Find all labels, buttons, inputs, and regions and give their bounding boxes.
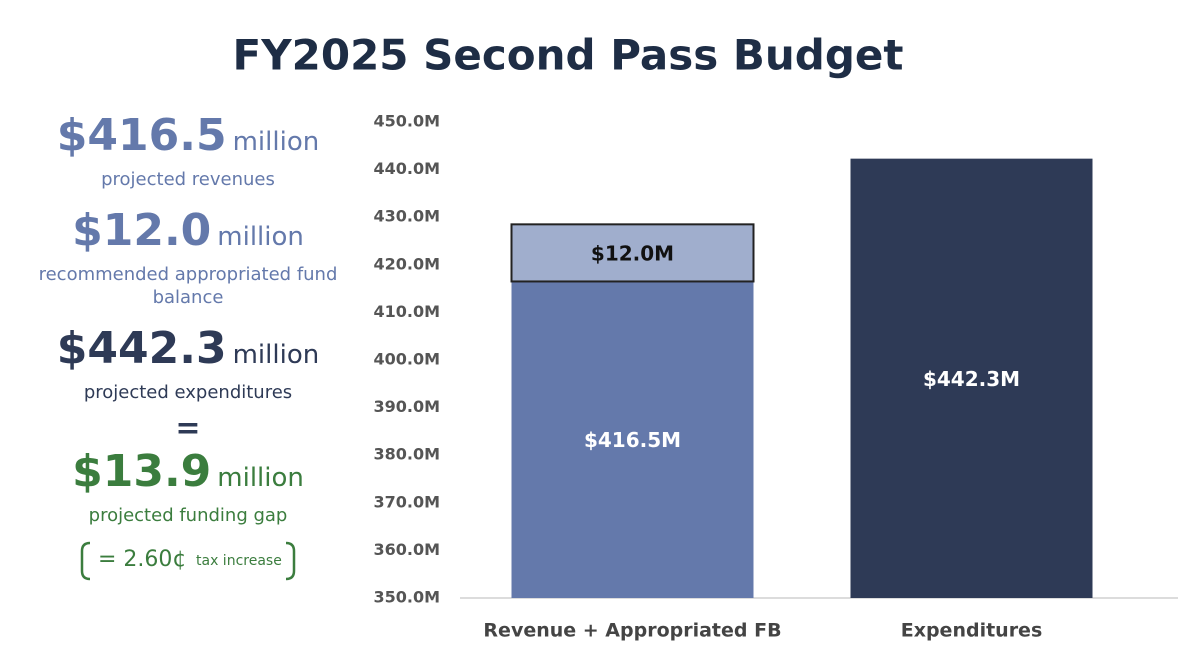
y-tick-label: 350.0M xyxy=(373,588,440,607)
unit: million xyxy=(232,127,320,157)
y-tick-label: 360.0M xyxy=(373,540,440,559)
bar-segment xyxy=(510,223,755,283)
x-tick-label: Revenue + Appropriated FB xyxy=(483,620,781,642)
value-label: $12.0M xyxy=(591,241,674,265)
y-tick-label: 380.0M xyxy=(373,445,440,464)
amount: $442.3 xyxy=(56,323,227,374)
y-tick-label: 450.0M xyxy=(373,112,440,131)
y-tick-label: 370.0M xyxy=(373,492,440,511)
summary-panel: $416.5 million projected revenues $12.0 mill… xyxy=(30,110,346,581)
brackets xyxy=(80,541,296,581)
value-label: $442.3M xyxy=(923,367,1020,391)
y-tick-label: 400.0M xyxy=(373,350,440,369)
caption: projected expenditures xyxy=(83,382,293,403)
summary-item: $13.9 million projected funding gap xyxy=(30,446,346,527)
tax-box: = 2.60¢ tax increase xyxy=(78,541,298,581)
amount: $12.0 xyxy=(72,205,212,256)
amount-line: $416.5 million xyxy=(30,110,346,168)
amount: $13.9 xyxy=(72,446,212,497)
unit: million xyxy=(217,463,304,493)
tax-amount: = 2.60¢ xyxy=(98,547,187,572)
unit: million xyxy=(232,340,320,370)
summary-item: $416.5 million projected revenues xyxy=(30,110,346,191)
x-tick-label: Expenditures xyxy=(901,620,1043,642)
summary-item: $12.0 million recommended appropriated fun… xyxy=(30,205,346,309)
y-tick-label: 420.0M xyxy=(373,254,440,273)
tax-caption: tax increase xyxy=(196,553,282,569)
y-tick-label: 440.0M xyxy=(373,159,440,178)
caption: recommended appropriated fund balance xyxy=(38,264,338,308)
caption: projected funding gap xyxy=(88,505,288,526)
value-label: $416.5M xyxy=(584,428,681,452)
unit: million xyxy=(217,222,304,252)
y-tick-label: 390.0M xyxy=(373,397,440,416)
chart-title: FY2025 Second Pass Budget xyxy=(233,31,904,80)
bar-segment xyxy=(850,158,1093,599)
equals-sign: = xyxy=(175,411,201,446)
summary-item: $442.3 million projected expenditures xyxy=(30,323,346,404)
amount: $416.5 xyxy=(56,110,227,161)
amount-line: $13.9 million xyxy=(30,446,346,504)
y-tick-label: 430.0M xyxy=(373,207,440,226)
caption: projected revenues xyxy=(101,169,275,190)
amount-line: $442.3 million xyxy=(30,323,346,381)
bar-segment xyxy=(511,281,754,598)
y-tick-label: 410.0M xyxy=(373,302,440,321)
amount-line: $12.0 million xyxy=(30,205,346,263)
